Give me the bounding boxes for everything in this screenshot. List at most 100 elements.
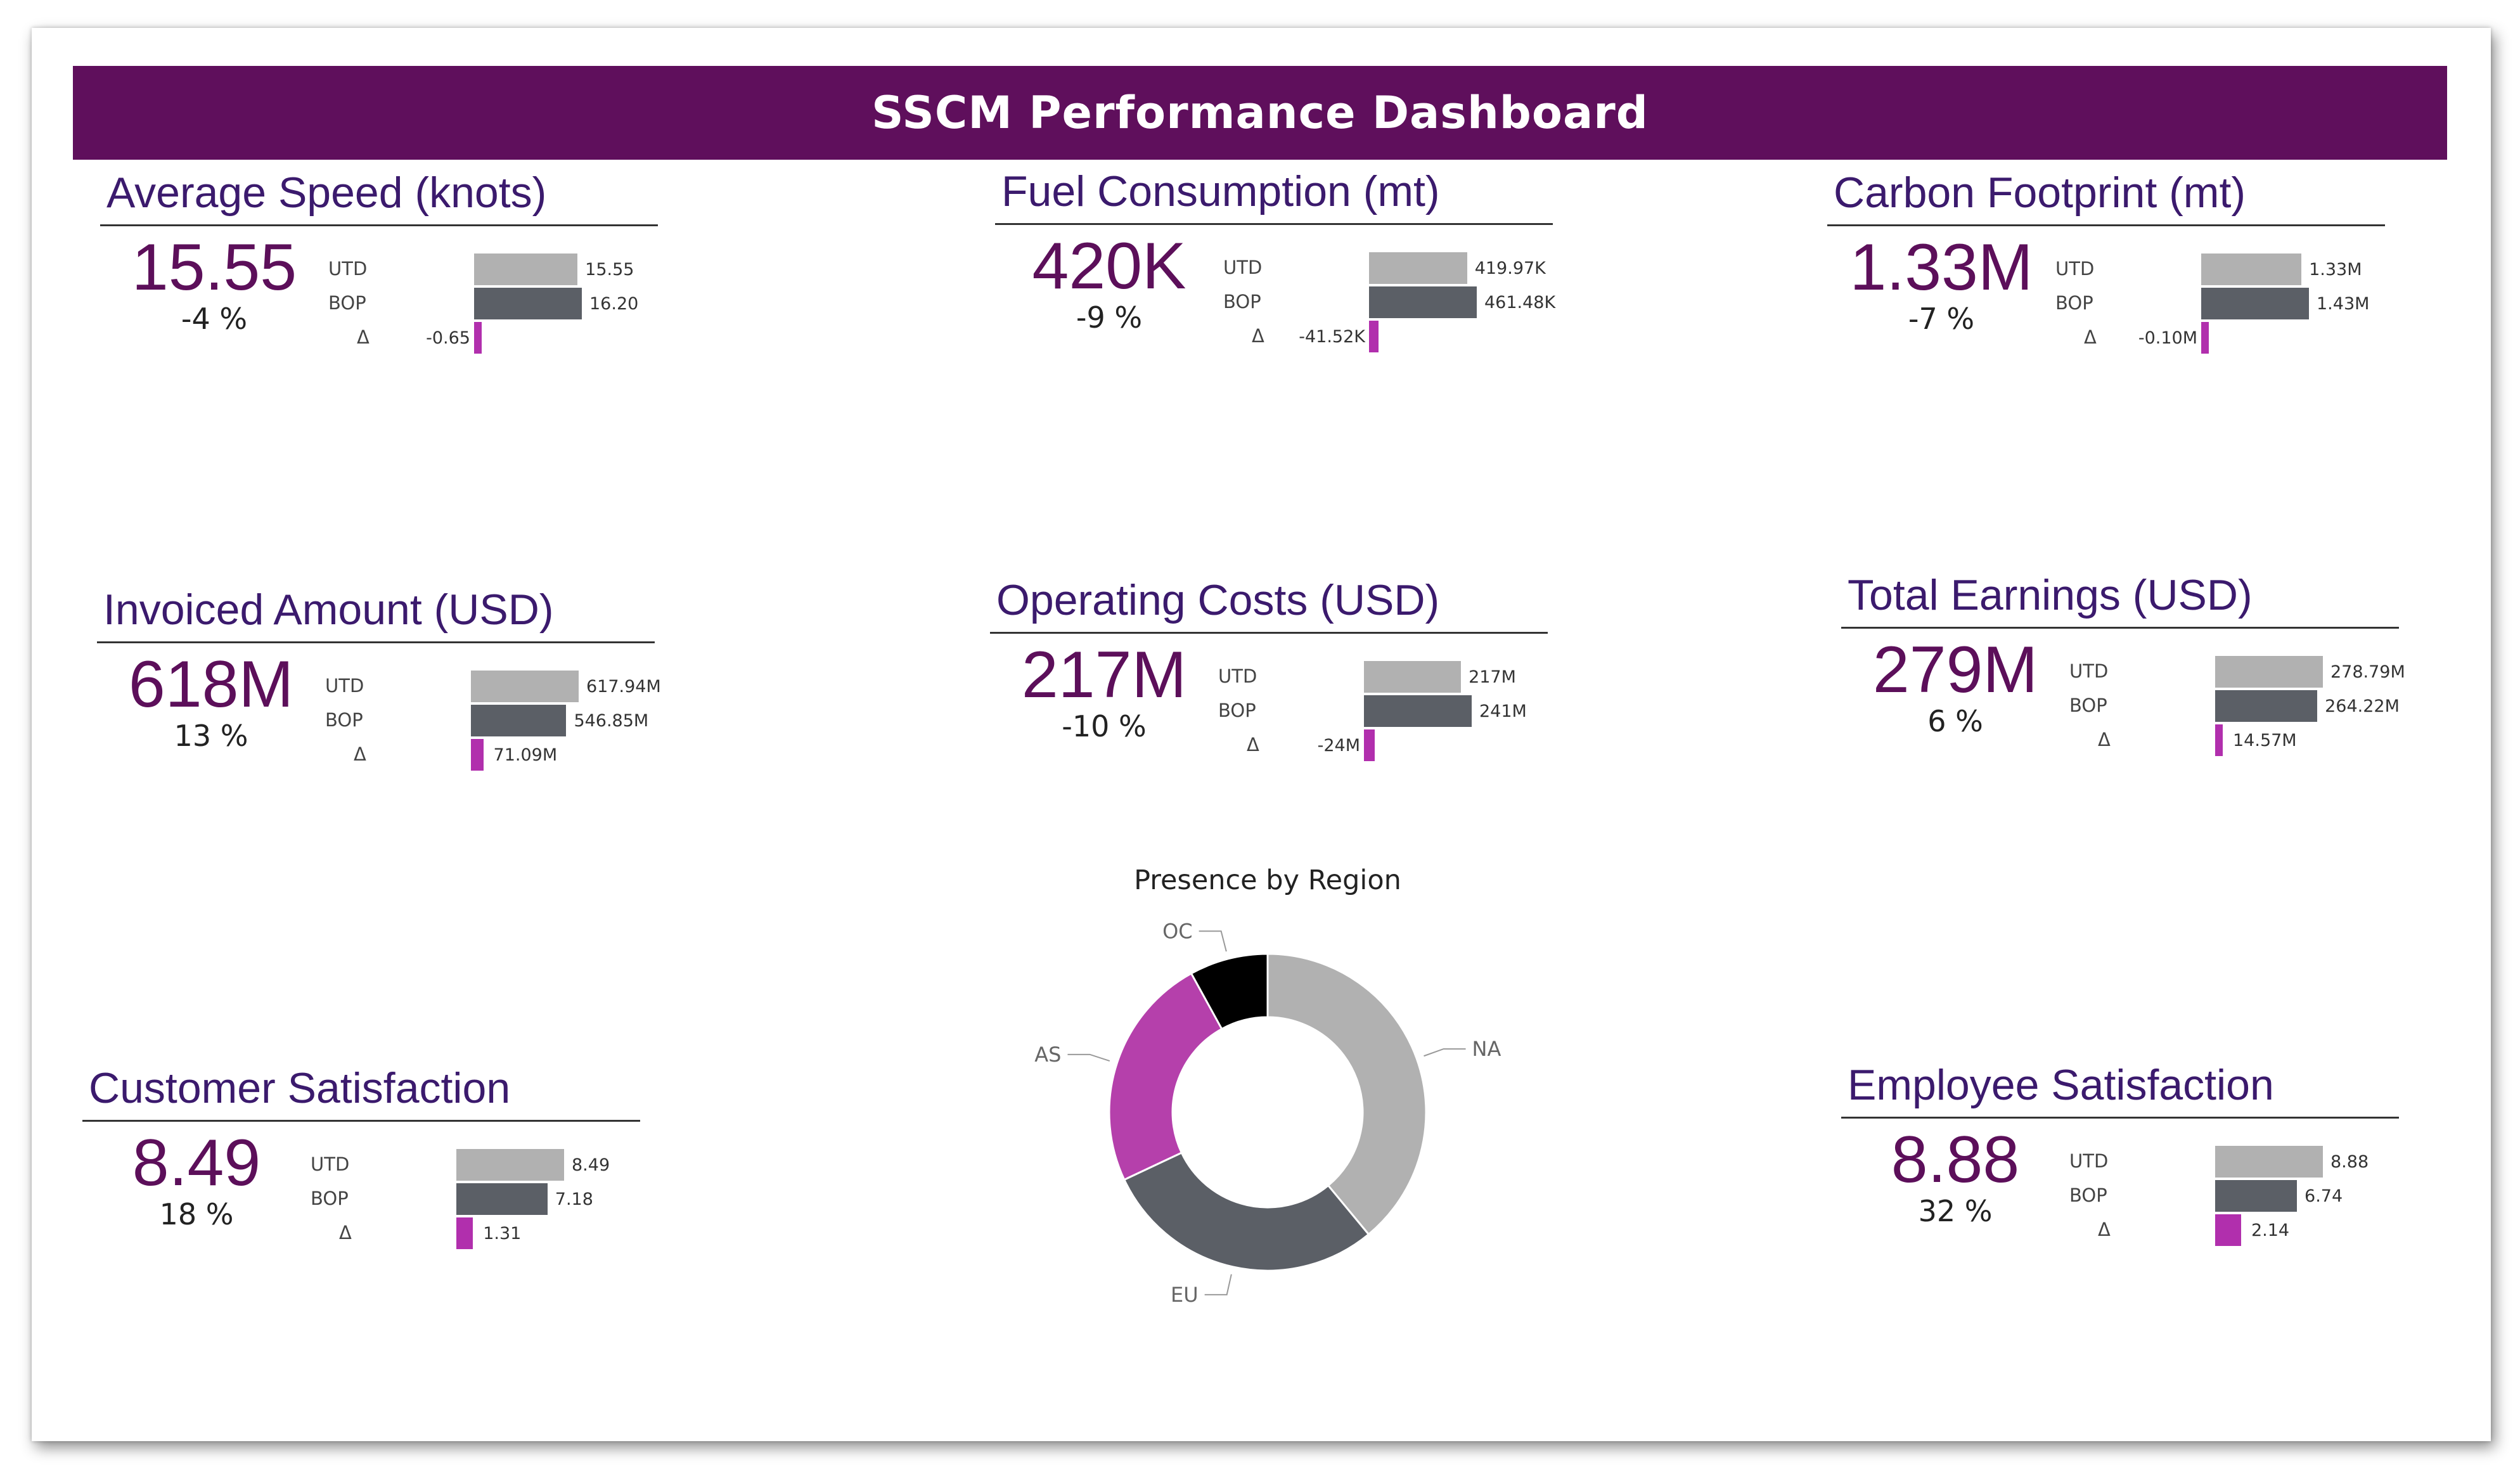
delta-bar[interactable]: [2215, 724, 2223, 756]
kpi-card-average-speed[interactable]: Average Speed (knots) 15.55 -4 % UTD BOP Δ 15.…: [100, 169, 677, 361]
donut-leader-line: [1424, 1048, 1466, 1057]
utd-bar[interactable]: [2201, 254, 2302, 285]
kpi-divider: [1827, 224, 2385, 226]
donut-label-as: AS: [1034, 1043, 1061, 1067]
delta-bar[interactable]: [2215, 1214, 2241, 1246]
bop-bar[interactable]: [456, 1183, 548, 1215]
donut-leader-line: [1067, 1053, 1110, 1062]
delta-label: Δ: [1252, 325, 1264, 347]
bop-label: BOP: [311, 1188, 349, 1209]
bop-value: 546.85M: [574, 711, 649, 731]
utd-label: UTD: [2055, 258, 2095, 279]
delta-label: Δ: [2098, 729, 2111, 750]
kpi-value: 217M: [1021, 638, 1187, 712]
delta-bar[interactable]: [471, 739, 484, 771]
kpi-title: Operating Costs (USD): [996, 576, 1440, 624]
kpi-percent-change: 32 %: [1918, 1194, 1993, 1228]
utd-value: 217M: [1469, 667, 1516, 687]
kpi-card-operating-costs[interactable]: Operating Costs (USD) 217M -10 % UTD BOP Δ 217…: [990, 576, 1567, 769]
kpi-title: Fuel Consumption (mt): [1001, 167, 1440, 215]
utd-value: 278.79M: [2330, 662, 2405, 682]
donut-slice-na[interactable]: [1266, 953, 1427, 1236]
bop-label: BOP: [2069, 695, 2107, 716]
utd-bar[interactable]: [456, 1149, 564, 1181]
kpi-card-employee-satisfaction[interactable]: Employee Satisfaction 8.88 32 % UTD BOP Δ 8.88…: [1841, 1063, 2418, 1254]
dashboard-frame: [32, 28, 2491, 1441]
bop-bar[interactable]: [1364, 695, 1472, 727]
utd-label: UTD: [2069, 1150, 2109, 1172]
utd-label: UTD: [328, 258, 368, 279]
delta-value: -0.65: [426, 328, 470, 348]
kpi-percent-change: 18 %: [159, 1197, 234, 1231]
bop-label: BOP: [1223, 291, 1261, 312]
bop-label: BOP: [2069, 1184, 2107, 1206]
bop-value: 6.74: [2305, 1186, 2343, 1206]
kpi-divider: [995, 223, 1553, 225]
bop-label: BOP: [1218, 700, 1256, 721]
utd-bar[interactable]: [474, 254, 578, 285]
utd-label: UTD: [1223, 257, 1263, 278]
donut-slice-eu[interactable]: [1122, 1151, 1370, 1272]
presence-donut-chart[interactable]: NA EU AS OC: [1014, 906, 1521, 1350]
kpi-card-customer-satisfaction[interactable]: Customer Satisfaction 8.49 18 % UTD BOP Δ 8.49…: [82, 1067, 659, 1257]
utd-bar[interactable]: [2215, 1146, 2323, 1178]
dashboard-header: SSCM Performance Dashboard: [73, 66, 2447, 160]
delta-label: Δ: [339, 1222, 352, 1243]
kpi-divider: [100, 224, 658, 226]
bop-bar[interactable]: [471, 705, 567, 736]
kpi-card-total-earnings[interactable]: Total Earnings (USD) 279M 6 % UTD BOP Δ 278.79…: [1841, 571, 2418, 764]
kpi-value: 1.33M: [1849, 231, 2033, 304]
kpi-card-carbon-footprint[interactable]: Carbon Footprint (mt) 1.33M -7 % UTD BOP Δ 1.3…: [1827, 171, 2404, 361]
kpi-card-invoiced-amount[interactable]: Invoiced Amount (USD) 618M 13 % UTD BOP Δ 617.…: [97, 586, 674, 778]
delta-label: Δ: [2084, 326, 2097, 348]
delta-bar[interactable]: [2201, 322, 2209, 354]
bop-value: 264.22M: [2325, 697, 2400, 716]
kpi-percent-change: 13 %: [174, 719, 248, 753]
kpi-value: 618M: [128, 648, 294, 721]
delta-value: -0.10M: [2138, 328, 2197, 348]
donut-slice-as[interactable]: [1108, 972, 1223, 1181]
delta-bar[interactable]: [1364, 729, 1375, 761]
utd-label: UTD: [1218, 665, 1257, 687]
bop-value: 7.18: [555, 1190, 593, 1209]
kpi-title: Average Speed (knots): [106, 169, 547, 217]
kpi-percent-change: -4 %: [181, 302, 248, 336]
utd-bar[interactable]: [471, 671, 579, 702]
delta-value: 1.31: [483, 1224, 522, 1243]
bop-value: 1.43M: [2317, 294, 2370, 314]
kpi-title: Invoiced Amount (USD): [103, 586, 554, 634]
kpi-percent-change: -9 %: [1076, 300, 1143, 335]
donut-label-oc: OC: [1162, 919, 1193, 943]
kpi-value: 8.88: [1891, 1123, 2020, 1197]
bop-bar[interactable]: [2201, 288, 2309, 319]
delta-bar[interactable]: [474, 322, 482, 354]
kpi-divider: [990, 632, 1548, 634]
utd-bar[interactable]: [1364, 661, 1462, 693]
bop-label: BOP: [2055, 292, 2093, 314]
delta-label: Δ: [1247, 734, 1259, 755]
bop-value: 241M: [1479, 702, 1527, 721]
kpi-divider: [1841, 1117, 2399, 1119]
bop-bar[interactable]: [474, 288, 582, 319]
bop-value: 16.20: [589, 294, 639, 314]
delta-bar[interactable]: [456, 1217, 473, 1249]
utd-label: UTD: [325, 675, 364, 697]
bop-bar[interactable]: [2215, 1180, 2298, 1212]
utd-bar[interactable]: [1369, 252, 1467, 284]
bop-bar[interactable]: [1369, 286, 1477, 318]
donut-slice-oc[interactable]: [1190, 953, 1269, 1030]
kpi-card-fuel-consumption[interactable]: Fuel Consumption (mt) 420K -9 % UTD BOP Δ 419.…: [995, 167, 1572, 360]
delta-label: Δ: [357, 326, 370, 348]
utd-label: UTD: [311, 1153, 350, 1175]
utd-value: 8.88: [2330, 1152, 2369, 1172]
kpi-value: 15.55: [131, 231, 297, 304]
bop-bar[interactable]: [2215, 690, 2318, 722]
delta-value: -24M: [1317, 736, 1360, 755]
kpi-divider: [97, 641, 655, 643]
utd-label: UTD: [2069, 660, 2109, 682]
kpi-title: Total Earnings (USD): [1848, 571, 2253, 619]
utd-value: 15.55: [585, 260, 634, 279]
delta-bar[interactable]: [1369, 321, 1379, 352]
delta-label: Δ: [354, 743, 366, 765]
utd-bar[interactable]: [2215, 656, 2323, 688]
